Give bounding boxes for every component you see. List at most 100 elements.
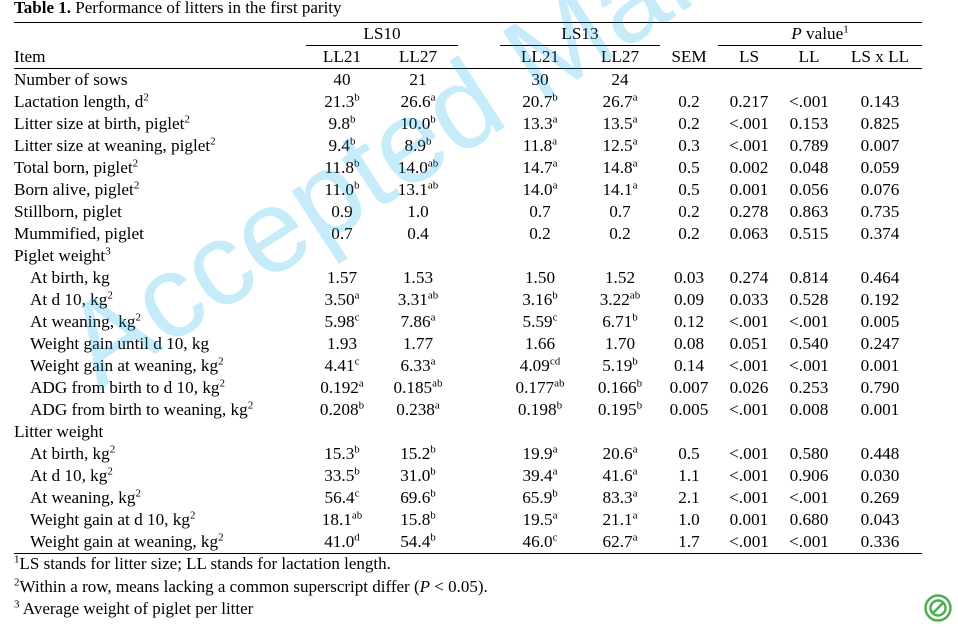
value: 65.9 bbox=[522, 488, 553, 507]
row-item: At birth, kg2 bbox=[14, 443, 306, 465]
value-cell: 14.0ab bbox=[378, 157, 458, 179]
pvalue-cell: 0.735 bbox=[860, 202, 900, 221]
value-superscript: b bbox=[349, 113, 356, 126]
pvalue-cell: 0.789 bbox=[789, 136, 829, 155]
value-cell: 9.4b bbox=[306, 135, 378, 157]
pvalue-cell: 0.278 bbox=[729, 202, 769, 221]
value: 83.3 bbox=[602, 488, 633, 507]
value-superscript: ab bbox=[629, 289, 641, 302]
sem-cell bbox=[660, 421, 718, 443]
value-cell: 0.208b bbox=[306, 399, 378, 421]
pvalue-cell: 0.001 bbox=[729, 180, 769, 199]
value-superscript: ab bbox=[432, 377, 443, 390]
row-item-label: Weight gain until d 10, kg bbox=[30, 334, 210, 353]
pvalue-cell: 0.076 bbox=[860, 180, 900, 199]
pvalue-cell: <.001 bbox=[780, 531, 838, 554]
value-cell bbox=[378, 421, 458, 443]
value-cell: 9.8b bbox=[306, 113, 378, 135]
value-cell: 40 bbox=[306, 69, 378, 92]
row-item: Weight gain at d 10, kg2 bbox=[14, 509, 306, 531]
table-caption-text: Performance of litters in the first pari… bbox=[71, 0, 342, 17]
value: 14.1 bbox=[602, 180, 633, 199]
value-superscript: b bbox=[430, 509, 436, 522]
value: 3.50 bbox=[324, 290, 355, 309]
value: 12.5 bbox=[602, 136, 633, 155]
value-cell: 21 bbox=[378, 69, 458, 92]
table-row: Mummified, piglet 0.7 0.4 0.2 0.2 0.2 0.063 0.5… bbox=[14, 223, 922, 245]
pvalue-cell: 0.059 bbox=[860, 158, 900, 177]
col-ls13-ll27: LL27 bbox=[580, 45, 660, 69]
value: 26.7 bbox=[602, 92, 633, 111]
value-cell: 21.1a bbox=[580, 509, 660, 531]
value-superscript: a bbox=[632, 135, 638, 148]
value: 31.0 bbox=[400, 466, 431, 485]
value: 14.7 bbox=[522, 158, 553, 177]
value-cell: 18.1ab bbox=[306, 509, 378, 531]
value-cell: 11.8b bbox=[306, 157, 378, 179]
value-cell: 0.238a bbox=[378, 399, 458, 421]
value: 0.2 bbox=[529, 224, 551, 243]
value-superscript: c bbox=[552, 311, 558, 324]
value: 1.57 bbox=[326, 268, 358, 287]
value-cell: 11.8a bbox=[500, 135, 580, 157]
value-cell: 54.4b bbox=[378, 531, 458, 554]
value-cell: 11.0b bbox=[306, 179, 378, 201]
sem-cell: 0.12 bbox=[673, 312, 705, 331]
pvalue-cell: 0.825 bbox=[860, 114, 900, 133]
pvalue-cell: 0.048 bbox=[789, 158, 829, 177]
value-cell: 0.7 bbox=[306, 223, 378, 245]
value-superscript: a bbox=[552, 157, 558, 170]
pvalue-cell bbox=[780, 245, 838, 267]
pvalue-cell: 0.540 bbox=[789, 334, 829, 353]
footnote-3-text: Average weight of piglet per litter bbox=[19, 599, 254, 618]
value: 21 bbox=[409, 70, 427, 89]
row-item-sup: 2 bbox=[184, 113, 190, 126]
value: 1.77 bbox=[402, 334, 434, 353]
sem-cell: 0.2 bbox=[678, 92, 700, 111]
value-cell: 3.22ab bbox=[580, 289, 660, 311]
pvalue-cell: 0.001 bbox=[860, 400, 900, 419]
value: 4.09 bbox=[519, 356, 550, 375]
col-ls10-ll27: LL27 bbox=[378, 45, 458, 69]
value-superscript: a bbox=[632, 487, 638, 500]
value: 69.6 bbox=[400, 488, 431, 507]
row-item-label: Weight gain at weaning, kg bbox=[30, 356, 219, 375]
pvalue-cell bbox=[718, 421, 780, 443]
group-header-row: LS10 LS13 P value1 bbox=[14, 22, 923, 46]
value-cell: 1.93 bbox=[306, 333, 378, 355]
value-superscript: b bbox=[353, 179, 360, 192]
pvalue-cell: 0.008 bbox=[789, 400, 829, 419]
value-cell: 15.2b bbox=[378, 443, 458, 465]
value-cell bbox=[306, 245, 378, 267]
spacer-cell bbox=[458, 377, 500, 399]
value: 56.4 bbox=[324, 488, 355, 507]
value: 5.98 bbox=[324, 312, 355, 331]
value: 0.4 bbox=[407, 224, 429, 243]
value: 15.3 bbox=[324, 444, 355, 463]
value-cell bbox=[500, 245, 580, 267]
value: 13.3 bbox=[522, 114, 553, 133]
sem-cell: 0.005 bbox=[669, 400, 709, 419]
pvalue-cell: 0.002 bbox=[729, 158, 769, 177]
value: 13.1 bbox=[397, 180, 428, 199]
value-cell: 1.70 bbox=[580, 333, 660, 355]
column-header-row: Item LL21 LL27 LL21 LL27 SEM LS LL LS x … bbox=[14, 45, 923, 69]
value-cell: 0.177ab bbox=[500, 377, 580, 399]
pvalue-cell: 0.269 bbox=[860, 488, 900, 507]
col-ls: LS bbox=[718, 45, 780, 69]
value: 1.66 bbox=[524, 334, 556, 353]
value: 0.9 bbox=[331, 202, 353, 221]
pvalue-cell: <.001 bbox=[789, 356, 829, 375]
value-cell: 10.0b bbox=[378, 113, 458, 135]
value-cell: 0.192a bbox=[306, 377, 378, 399]
row-item-label: Number of sows bbox=[14, 70, 128, 89]
value-cell: 3.16b bbox=[500, 289, 580, 311]
row-item-label: Litter size at weaning, piglet bbox=[14, 136, 211, 155]
value-cell: 13.3a bbox=[500, 113, 580, 135]
pvalue-cell bbox=[838, 69, 922, 92]
value: 15.2 bbox=[400, 444, 431, 463]
value: 1.0 bbox=[407, 202, 429, 221]
value-superscript: ab bbox=[427, 289, 439, 302]
value: 18.1 bbox=[321, 510, 352, 529]
